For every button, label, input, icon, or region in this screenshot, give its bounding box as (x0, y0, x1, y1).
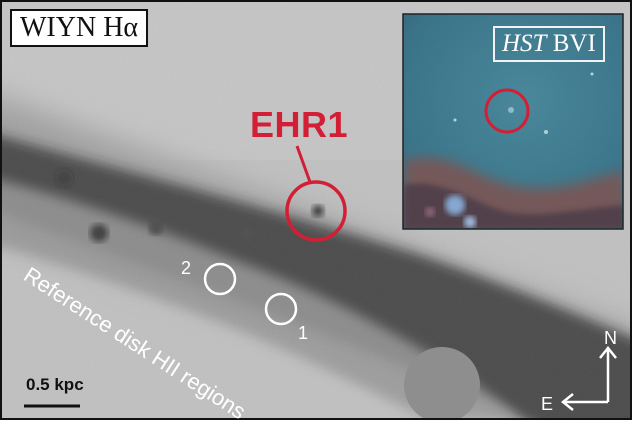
inset-label: HST BVI (493, 26, 605, 62)
compass-north-label: N (604, 328, 617, 348)
region-label-1: 1 (298, 323, 309, 343)
reference-circle-1 (264, 292, 298, 326)
target-circle (285, 180, 347, 242)
target-label: EHR1 (250, 104, 349, 145)
reference-circle-2 (203, 262, 237, 296)
inset-label-italic: HST (502, 30, 547, 57)
target-pointer-line (295, 145, 312, 183)
inset-label-rest: BVI (552, 30, 596, 57)
title-label: WIYN Hα (10, 9, 149, 47)
inset-target-circle (484, 88, 530, 134)
hst-inset (402, 13, 624, 230)
compass-arrows (560, 345, 617, 411)
region-label-2: 2 (181, 258, 192, 278)
scale-bar-label: 0.5 kpc (26, 375, 84, 394)
compass-east-label: E (541, 394, 554, 414)
